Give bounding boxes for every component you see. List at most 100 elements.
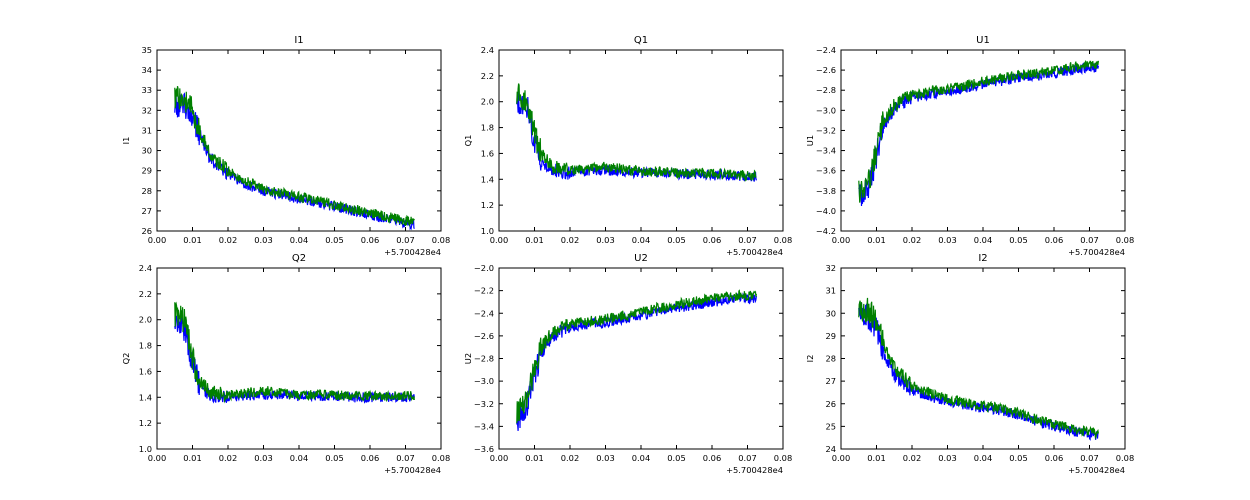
x-tick-label: 0.05: [1009, 235, 1027, 245]
y-tick-label: 1.8: [481, 123, 494, 133]
y-tick-label: −3.2: [474, 399, 494, 409]
y-tick-label: 1.8: [139, 341, 152, 351]
x-tick-label: 0.08: [1116, 235, 1134, 245]
x-tick-label: 0.03: [254, 235, 272, 245]
axes-frame: [156, 267, 442, 450]
y-tick-label: −4.0: [816, 206, 836, 216]
subplot-Q1: 0.00 0.01 0.02 0.03 0.04 0.05 0.06 0.07 0.08 1.0 1…: [463, 35, 792, 257]
subplot-Q2: 0.00 0.01 0.02 0.03 0.04 0.05 0.06 0.07 0.08 1.0 1…: [121, 253, 450, 475]
y-tick-label: 24: [825, 444, 836, 454]
y-axis-label: Q2: [121, 353, 131, 365]
y-tick-label: −2.2: [474, 286, 494, 296]
x-tick-label: 0.04: [974, 453, 992, 463]
x-offset-label: +5.700428e4: [726, 465, 783, 475]
y-tick-label: 2.2: [139, 289, 152, 299]
series-line-green: [516, 83, 757, 183]
x-tick-label: 0.00: [490, 235, 508, 245]
y-tick-label: 1.0: [139, 444, 152, 454]
x-tick-label: 0.05: [1009, 453, 1027, 463]
series-line-green: [516, 289, 757, 424]
y-tick-label: −2.4: [474, 308, 494, 318]
y-tick-label: 1.0: [481, 226, 494, 236]
x-tick-label: 0.04: [632, 235, 650, 245]
y-tick-label: 2.4: [481, 45, 494, 55]
x-tick-label: 0.02: [903, 235, 921, 245]
x-tick-label: 0.02: [561, 235, 579, 245]
x-tick-label: 0.08: [432, 453, 450, 463]
subplot-title: I1: [294, 35, 303, 46]
y-tick-label: 26: [141, 226, 152, 236]
x-tick-label: 0.07: [1080, 453, 1098, 463]
y-tick-label: −3.8: [816, 186, 836, 196]
y-axis-label: I2: [805, 355, 815, 363]
y-tick-label: 2.4: [139, 263, 152, 273]
x-tick-label: 0.07: [396, 235, 414, 245]
y-axis-label: U2: [463, 353, 473, 364]
series-line-blue: [516, 292, 757, 431]
x-tick-label: 0.02: [903, 453, 921, 463]
y-tick-label: −2.4: [816, 45, 836, 55]
y-tick-label: 30: [825, 308, 836, 318]
x-tick-label: 0.02: [219, 235, 237, 245]
y-tick-label: 29: [825, 331, 836, 341]
x-tick-label: 0.01: [183, 235, 201, 245]
y-tick-label: 1.2: [481, 200, 494, 210]
x-tick-label: 0.07: [396, 453, 414, 463]
series-line-blue: [174, 92, 415, 231]
x-offset-label: +5.700428e4: [384, 465, 441, 475]
x-tick-label: 0.03: [596, 235, 614, 245]
y-tick-label: 2.0: [139, 315, 152, 325]
y-tick-label: −2.8: [816, 85, 836, 95]
y-tick-label: 1.6: [139, 366, 152, 376]
y-tick-label: −2.6: [474, 331, 494, 341]
y-tick-label: 32: [825, 263, 836, 273]
y-tick-label: −2.6: [816, 65, 836, 75]
subplot-title: U2: [634, 253, 648, 264]
x-tick-label: 0.03: [938, 453, 956, 463]
y-tick-label: 2.2: [481, 71, 494, 81]
x-tick-label: 0.00: [490, 453, 508, 463]
subplot-title: Q2: [292, 253, 306, 264]
x-tick-label: 0.07: [1080, 235, 1098, 245]
y-tick-label: 1.6: [481, 148, 494, 158]
subplot-title: I2: [978, 253, 987, 264]
y-tick-label: 28: [825, 354, 836, 364]
series-line-green: [174, 301, 415, 404]
y-tick-label: 1.2: [139, 418, 152, 428]
x-tick-label: 0.00: [832, 453, 850, 463]
x-tick-label: 0.02: [219, 453, 237, 463]
y-tick-label: 35: [141, 45, 152, 55]
x-tick-label: 0.05: [325, 453, 343, 463]
x-tick-label: 0.04: [290, 235, 308, 245]
y-tick-label: 28: [141, 186, 152, 196]
x-tick-label: 0.01: [525, 235, 543, 245]
x-tick-label: 0.03: [596, 453, 614, 463]
axes-frame: [840, 267, 1126, 450]
x-tick-label: 0.03: [254, 453, 272, 463]
x-tick-label: 0.04: [290, 453, 308, 463]
y-tick-label: 32: [141, 105, 152, 115]
x-tick-label: 0.06: [361, 235, 379, 245]
x-tick-label: 0.06: [361, 453, 379, 463]
y-tick-label: −4.2: [816, 226, 836, 236]
x-tick-label: 0.06: [703, 453, 721, 463]
x-offset-label: +5.700428e4: [1068, 247, 1125, 257]
y-tick-label: 33: [141, 85, 152, 95]
x-tick-label: 0.03: [938, 235, 956, 245]
x-tick-label: 0.01: [867, 235, 885, 245]
y-tick-label: −3.0: [816, 105, 836, 115]
subplot-I1: 0.00 0.01 0.02 0.03 0.04 0.05 0.06 0.07 0.08 26 27…: [121, 35, 450, 257]
series-line-blue: [858, 301, 1099, 441]
subplot-U1: 0.00 0.01 0.02 0.03 0.04 0.05 0.06 0.07 0.08 −4.2…: [805, 35, 1134, 257]
x-tick-label: 0.07: [738, 235, 756, 245]
x-tick-label: 0.00: [832, 235, 850, 245]
y-tick-label: 31: [825, 286, 836, 296]
y-tick-label: 2.0: [481, 97, 494, 107]
subplot-title: Q1: [634, 35, 648, 46]
y-tick-label: −2.0: [474, 263, 494, 273]
x-offset-label: +5.700428e4: [1068, 465, 1125, 475]
y-tick-label: −2.8: [474, 354, 494, 364]
x-tick-label: 0.04: [632, 453, 650, 463]
x-offset-label: +5.700428e4: [384, 247, 441, 257]
x-tick-label: 0.06: [1045, 453, 1063, 463]
